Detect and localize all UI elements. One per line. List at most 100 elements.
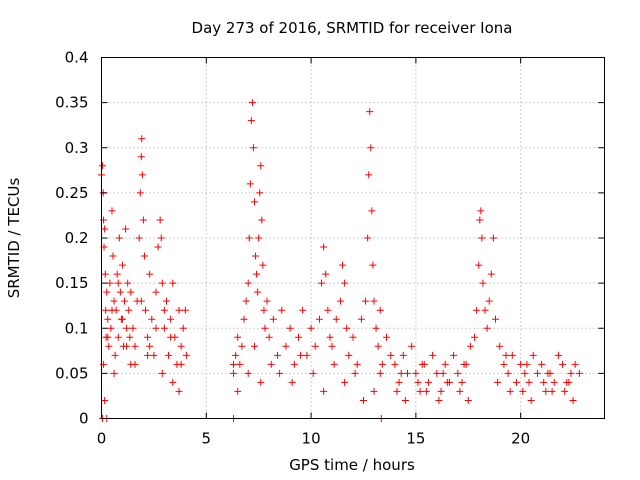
data-point	[479, 279, 487, 287]
data-point	[290, 360, 298, 368]
data-point	[485, 297, 493, 305]
data-point	[492, 315, 500, 323]
data-point	[433, 369, 441, 377]
data-point	[101, 270, 109, 278]
data-point	[255, 234, 263, 242]
data-point	[110, 297, 118, 305]
data-point	[542, 387, 550, 395]
data-point	[450, 351, 458, 359]
data-point	[256, 189, 264, 197]
data-point	[165, 351, 173, 359]
data-point	[473, 306, 481, 314]
data-point	[142, 306, 150, 314]
data-point	[569, 396, 577, 404]
data-point	[458, 378, 466, 386]
data-point	[353, 360, 361, 368]
data-point	[104, 315, 112, 323]
data-point	[439, 369, 447, 377]
data-point	[253, 270, 261, 278]
data-point	[162, 297, 170, 305]
data-point	[129, 324, 137, 332]
data-point	[146, 270, 154, 278]
data-point	[368, 207, 376, 215]
data-point	[127, 360, 135, 368]
data-point	[276, 369, 284, 377]
data-point	[267, 360, 275, 368]
data-point	[118, 315, 126, 323]
data-point	[533, 369, 541, 377]
data-point	[481, 306, 489, 314]
y-tick-label: 0	[79, 410, 89, 428]
data-point	[506, 387, 514, 395]
data-point	[435, 396, 443, 404]
data-point	[124, 279, 132, 287]
data-point	[362, 297, 370, 305]
y-tick-labels: 0 0.05 0.1 0.15 0.2 0.25 0.3 0.35 0.4	[55, 49, 88, 428]
x-axis-label: GPS time / hours	[289, 456, 415, 474]
data-point	[136, 189, 144, 197]
data-point	[240, 315, 248, 323]
data-point	[156, 216, 164, 224]
data-point	[471, 333, 479, 341]
data-point	[274, 351, 282, 359]
data-point	[477, 207, 485, 215]
data-point	[548, 387, 556, 395]
data-point	[175, 387, 183, 395]
data-point	[158, 279, 166, 287]
y-tick-label: 0.3	[65, 139, 89, 157]
data-point	[527, 396, 535, 404]
data-point	[169, 279, 177, 287]
y-tick-label: 0.2	[65, 229, 89, 247]
data-point	[519, 387, 527, 395]
data-point	[538, 360, 546, 368]
data-point	[500, 360, 508, 368]
data-point	[127, 288, 135, 296]
data-point	[137, 153, 145, 161]
data-point	[320, 387, 328, 395]
data-point	[328, 342, 336, 350]
data-point	[123, 342, 131, 350]
data-point	[125, 306, 133, 314]
data-point	[403, 369, 411, 377]
data-point	[114, 333, 122, 341]
data-point	[399, 351, 407, 359]
y-tick-label: 0.35	[55, 94, 88, 112]
data-point	[111, 351, 119, 359]
data-point	[244, 279, 252, 287]
data-point	[343, 324, 351, 332]
data-point	[345, 351, 353, 359]
data-point	[299, 306, 307, 314]
data-point	[181, 306, 189, 314]
data-point	[475, 261, 483, 269]
data-point	[376, 306, 384, 314]
data-point	[496, 342, 504, 350]
data-point	[370, 297, 378, 305]
data-point	[512, 378, 520, 386]
data-point	[278, 306, 286, 314]
data-point	[508, 351, 516, 359]
data-point	[504, 369, 512, 377]
data-point	[297, 351, 305, 359]
data-point	[349, 333, 357, 341]
data-point	[383, 333, 391, 341]
data-point	[322, 270, 330, 278]
data-point	[326, 333, 334, 341]
data-point	[140, 252, 148, 260]
data-point	[107, 324, 115, 332]
data-point	[242, 297, 250, 305]
data-point	[441, 360, 449, 368]
data-point	[529, 351, 537, 359]
data-point	[269, 315, 277, 323]
y-tick-label: 0.25	[55, 184, 88, 202]
data-point	[489, 234, 497, 242]
data-point	[144, 333, 152, 341]
data-point	[114, 279, 122, 287]
data-point	[135, 234, 143, 242]
data-point	[303, 351, 311, 359]
data-point	[257, 162, 265, 170]
data-point	[105, 342, 113, 350]
data-point	[234, 387, 242, 395]
data-point	[544, 369, 552, 377]
data-point	[234, 333, 242, 341]
